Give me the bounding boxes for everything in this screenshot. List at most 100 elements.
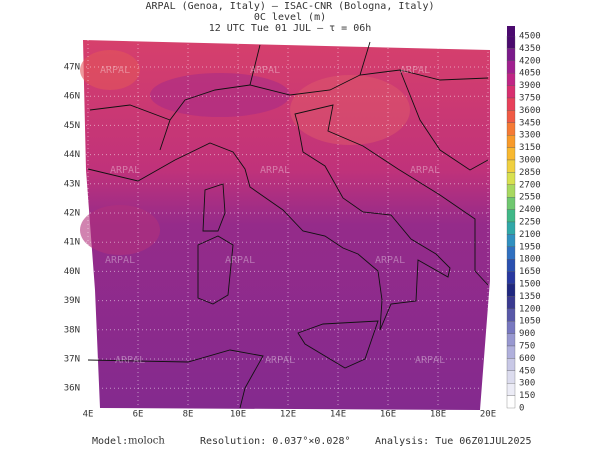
colorbar-swatch: [506, 308, 516, 322]
colorbar-swatch: [506, 209, 516, 223]
lat-label: 39N: [64, 296, 80, 306]
border: [89, 41, 489, 171]
field-patch: [80, 50, 140, 90]
colorbar-label: 1650: [519, 267, 541, 277]
field-patch: [290, 75, 410, 145]
watermark: ARPAL: [375, 255, 405, 266]
lon-label: 4E: [83, 410, 94, 420]
lat-label: 42N: [64, 209, 80, 219]
colorbar-swatch: [506, 48, 516, 61]
colorbar-swatch: [506, 184, 516, 198]
colorbar-label: 2100: [519, 230, 541, 240]
footer-resolution: Resolution: 0.037°×0.028°: [200, 436, 351, 447]
colorbar-label: 2550: [519, 193, 541, 203]
colorbar-label: 1350: [519, 292, 541, 302]
colorbar-swatch: [506, 221, 516, 235]
colorbar-swatch: [506, 73, 516, 86]
footer-model: moloch: [128, 436, 165, 447]
watermark: ARPAL: [415, 355, 445, 366]
watermark: ARPAL: [225, 255, 255, 266]
lat-label: 41N: [64, 238, 80, 248]
colorbar-swatch: [506, 197, 516, 210]
lat-label: 37N: [64, 355, 80, 365]
watermark: ARPAL: [100, 65, 130, 76]
coastline: [297, 320, 379, 369]
colorbar-label: 0: [519, 404, 524, 414]
colorbar-swatch: [506, 395, 516, 409]
watermark: ARPAL: [400, 65, 430, 76]
colorbar-label: 3750: [519, 94, 541, 104]
coastline: [197, 235, 234, 305]
watermark: ARPAL: [115, 355, 145, 366]
colorbar-swatch: [506, 296, 516, 309]
colorbar-swatch: [506, 358, 516, 371]
colorbar-label: 300: [519, 379, 535, 389]
watermark: ARPAL: [110, 165, 140, 176]
colorbar-swatch: [506, 259, 516, 272]
colorbar-label: 3150: [519, 143, 541, 153]
lon-label: 12E: [280, 410, 296, 420]
colorbar-swatch: [506, 246, 516, 260]
colorbar-label: 900: [519, 329, 535, 339]
colorbar-label: 4200: [519, 56, 541, 66]
lon-label: 18E: [430, 410, 446, 420]
colorbar-label: 1050: [519, 317, 541, 327]
watermark: ARPAL: [265, 355, 295, 366]
header-line: ARPAL (Genoa, Italy) – ISAC-CNR (Bologna…: [146, 1, 435, 12]
watermark: ARPAL: [410, 165, 440, 176]
colorbar-label: 3000: [519, 156, 541, 166]
colorbar-swatch: [506, 283, 516, 297]
colorbar-label: 2700: [519, 180, 541, 190]
colorbar-swatch: [506, 333, 516, 347]
colorbar-label: 1800: [519, 255, 541, 265]
field-patch: [80, 205, 160, 255]
colorbar-swatch: [506, 370, 516, 384]
lat-label: 40N: [64, 267, 80, 277]
lat-label: 44N: [64, 150, 80, 160]
coastline: [202, 183, 226, 232]
field-patch: [150, 73, 290, 117]
colorbar-label: 4350: [519, 44, 541, 54]
colorbar: 4500435042004050390037503600345033003150…: [506, 26, 541, 414]
coastline: [87, 104, 489, 331]
colorbar-label: 150: [519, 391, 535, 401]
lon-label: 6E: [133, 410, 144, 420]
colorbar-swatch: [506, 383, 516, 396]
colorbar-swatch: [506, 110, 516, 123]
watermark: ARPAL: [105, 255, 135, 266]
map-labels: 47N 46N 45N 44N 43N 42N 41N 40N 39N 38N 37N 36N 4E 6E…: [64, 63, 496, 420]
colorbar-label: 4500: [519, 32, 541, 42]
colorbar-label: 2400: [519, 205, 541, 215]
lat-label: 43N: [64, 179, 80, 189]
coastlines: [87, 41, 489, 409]
colorbar-label: 450: [519, 366, 535, 376]
colorbar-label: 3600: [519, 106, 541, 116]
colorbar-swatch: [506, 85, 516, 99]
colorbar-swatch: [506, 234, 516, 247]
colorbar-label: 2250: [519, 218, 541, 228]
lat-label: 46N: [64, 92, 80, 102]
colorbar-label: 3900: [519, 81, 541, 91]
colorbar-swatch: [506, 159, 516, 173]
colorbar-label: 4050: [519, 69, 541, 79]
coastline: [87, 349, 264, 409]
lat-label: 36N: [64, 384, 80, 394]
lon-label: 8E: [183, 410, 194, 420]
lon-label: 20E: [480, 410, 496, 420]
footer-label: Model:: [92, 436, 128, 447]
colorbar-swatch: [506, 345, 516, 359]
colorbar-swatch: [506, 97, 516, 111]
lon-label: 16E: [380, 410, 396, 420]
border: [159, 69, 489, 151]
lon-label: 14E: [330, 410, 346, 420]
colorbar-swatch: [506, 321, 516, 334]
lat-label: 45N: [64, 121, 80, 131]
colorbar-swatch: [506, 172, 516, 185]
lat-label: 47N: [64, 63, 80, 73]
colorbar-label: 1950: [519, 242, 541, 252]
header-line: 12 UTC Tue 01 JUL – τ = 06h: [209, 23, 372, 34]
colorbar-cap: [507, 26, 515, 36]
colorbar-swatch: [506, 147, 516, 161]
colorbar-swatch: [506, 35, 516, 49]
header-line: 0C level (m): [254, 12, 326, 23]
